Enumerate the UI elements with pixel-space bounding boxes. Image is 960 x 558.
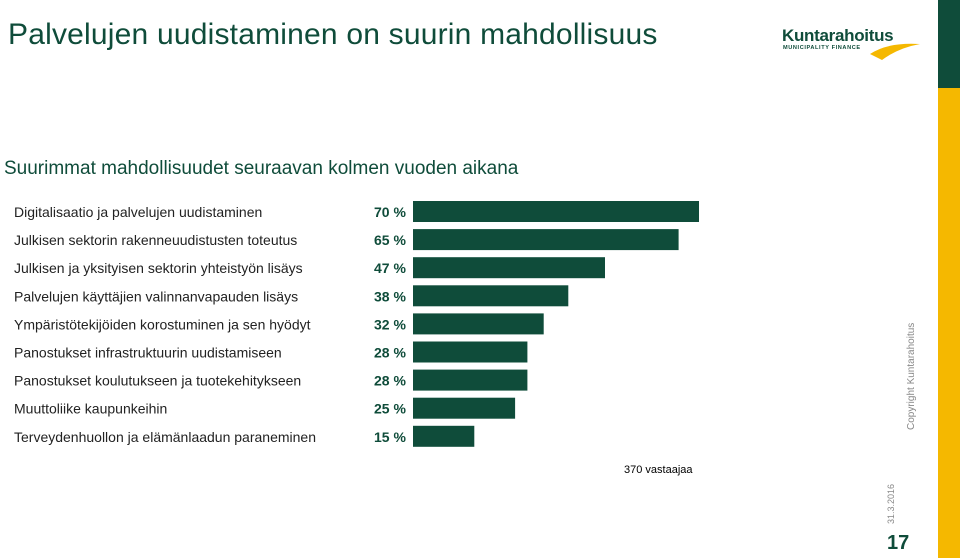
bar [413, 313, 544, 335]
bar [413, 229, 679, 251]
category-label: Digitalisaatio ja palvelujen uudistamine… [14, 204, 262, 220]
bar-chart: Digitalisaatio ja palvelujen uudistamine… [14, 201, 699, 447]
value-label: 38 % [374, 288, 406, 304]
value-label: 15 % [374, 429, 406, 445]
logo-swoosh-icon [870, 43, 920, 60]
bar [413, 425, 475, 447]
value-label: 47 % [374, 260, 406, 276]
value-label: 32 % [374, 316, 406, 332]
slide-title: Palvelujen uudistaminen on suurin mahdol… [8, 18, 658, 51]
slide-date: 31.3.2016 [886, 483, 896, 524]
category-label: Julkisen sektorin rakenneuudistusten tot… [14, 232, 297, 248]
value-label: 28 % [374, 373, 406, 389]
respondent-count: 370 vastaajaa [624, 464, 693, 476]
category-label: Muuttoliike kaupunkeihin [14, 401, 167, 417]
bar [413, 369, 528, 391]
value-label: 25 % [374, 401, 406, 417]
copyright-text: Copyright Kuntarahoitus [906, 322, 917, 430]
category-label: Julkisen ja yksityisen sektorin yhteisty… [14, 260, 303, 276]
bar [413, 397, 516, 419]
value-label: 28 % [374, 345, 406, 361]
category-label: Panostukset infrastruktuurin uudistamise… [14, 345, 282, 361]
logo-wordmark: Kuntarahoitus [782, 26, 894, 45]
value-label: 65 % [374, 232, 406, 248]
bar [413, 341, 528, 363]
category-label: Terveydenhuollon ja elämänlaadun paranem… [14, 429, 316, 445]
page-number: 17 [887, 532, 910, 554]
brand-yellow-bar [938, 88, 960, 558]
bar [413, 257, 605, 279]
bar [413, 201, 699, 222]
bar [413, 285, 569, 307]
category-label: Palvelujen käyttäjien valinnanvapauden l… [14, 288, 298, 304]
brand-green-tab [938, 0, 960, 88]
category-label: Panostukset koulutukseen ja tuotekehityk… [14, 373, 301, 389]
value-label: 70 % [374, 204, 406, 220]
logo-tagline: MUNICIPALITY FINANCE [783, 45, 861, 51]
chart-subtitle: Suurimmat mahdollisuudet seuraavan kolme… [4, 158, 519, 179]
kuntarahoitus-logo: Kuntarahoitus MUNICIPALITY FINANCE [782, 26, 922, 66]
category-label: Ympäristötekijöiden korostuminen ja sen … [14, 316, 311, 332]
